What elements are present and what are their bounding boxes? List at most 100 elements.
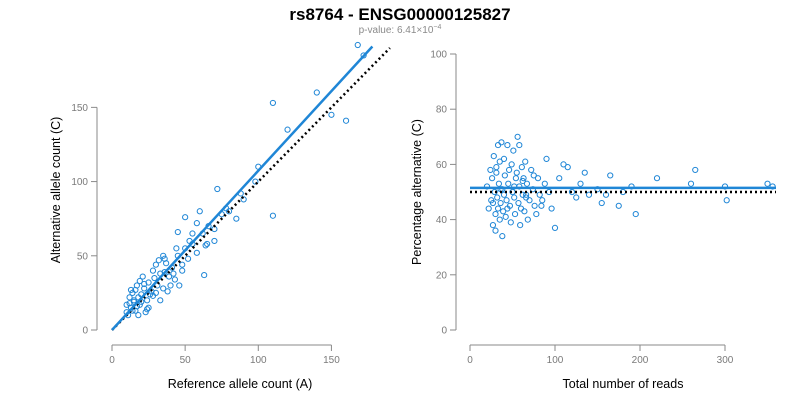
data-point [496,216,503,223]
y-tick-label: 20 [436,270,448,281]
data-point [164,288,171,295]
data-point [568,188,576,196]
data-point [581,169,588,176]
data-point [521,208,528,215]
data-point [170,270,177,277]
data-point [524,216,531,223]
data-point [573,194,580,201]
data-point [135,312,142,319]
data-point [523,180,531,187]
data-point [560,161,567,168]
x-tick-label: 0 [467,355,473,366]
data-point [504,141,511,149]
data-point [598,199,605,207]
data-point [507,219,514,226]
data-point [538,202,545,209]
data-point [490,153,497,160]
data-point [176,282,183,289]
x-tick-label: 300 [717,355,734,366]
y-tick-label: 50 [77,251,89,262]
x-tick-label: 150 [323,355,340,366]
data-point [269,99,277,107]
data-point [615,202,622,209]
y-tick-label: 150 [71,103,88,114]
data-point [506,166,513,174]
data-point [144,297,151,304]
data-point [508,161,515,168]
chart-subtitle: p-value: 6.41×10−4 [359,24,442,36]
data-point [155,257,162,264]
data-point [513,169,520,176]
y-tick-label: 100 [71,177,88,188]
data-point [491,188,498,196]
data-point [519,177,526,185]
data-point [516,141,523,149]
data-point [179,267,186,274]
data-point [284,126,291,133]
data-point [494,141,502,149]
data-point [184,255,192,262]
data-point [543,155,550,162]
data-point [496,158,503,165]
data-point [149,292,157,299]
data-point [157,297,164,304]
data-point [493,164,500,171]
data-point [167,282,174,289]
data-point [233,215,240,222]
data-point [534,175,542,182]
subtitle-exponent: −4 [433,24,441,31]
data-point [551,224,559,231]
data-point [196,208,203,215]
data-point [492,210,499,218]
data-point [564,164,571,171]
data-point [136,277,143,285]
data-point [500,208,507,215]
data-point [520,175,527,182]
data-point [127,286,135,294]
data-point [501,172,508,179]
data-point [151,274,158,282]
data-point [502,213,509,220]
data-point [764,180,771,187]
data-point [144,306,151,313]
data-point [179,261,186,268]
data-point [126,294,133,301]
data-point [518,164,525,171]
data-point [515,199,522,207]
data-point [201,271,208,279]
data-point [511,210,519,218]
data-point [498,139,505,146]
x-tick-label: 100 [250,355,267,366]
data-point [160,285,167,292]
data-point [360,52,367,59]
data-point [499,233,506,240]
data-point [141,280,148,288]
x-tick-label: 0 [109,355,115,366]
x-tick-label: 100 [547,355,564,366]
data-point [494,205,502,212]
data-point [189,230,196,237]
y-axis-label: Alternative allele count (C) [49,117,63,264]
data-point [142,309,149,316]
data-point [536,191,543,198]
data-point [269,212,277,219]
data-point [585,191,593,198]
data-point [687,180,695,187]
data-point [539,197,546,204]
data-point [511,194,518,201]
data-point [141,285,148,292]
y-tick-label: 0 [82,326,88,337]
fit-line [111,45,374,331]
data-point [489,222,497,229]
data-point [531,202,538,209]
data-point [632,210,639,218]
data-point [328,111,335,118]
data-point [526,197,533,204]
x-tick-label: 200 [632,355,649,366]
data-point [517,222,524,229]
data-point [556,175,563,182]
data-point [512,175,520,182]
data-point [240,196,247,203]
data-point [723,197,730,204]
data-point [517,205,525,212]
